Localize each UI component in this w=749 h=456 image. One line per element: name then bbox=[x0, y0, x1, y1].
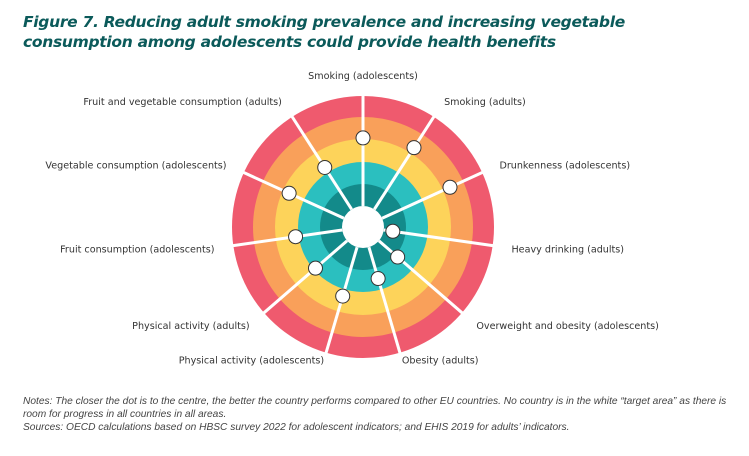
data-dot bbox=[288, 229, 304, 245]
axis-label: Smoking (adults) bbox=[444, 97, 526, 108]
axis-label: Fruit consumption (adolescents) bbox=[60, 244, 214, 255]
data-dot bbox=[355, 130, 371, 146]
axis-label: Vegetable consumption (adolescents) bbox=[45, 161, 226, 172]
sources-text: Sources: OECD calculations based on HBSC… bbox=[23, 422, 570, 433]
axis-label: Obesity (adults) bbox=[402, 355, 479, 366]
axis-label: Overweight and obesity (adolescents) bbox=[476, 321, 659, 332]
spoke-line bbox=[262, 239, 349, 315]
figure-title: Figure 7. Reducing adult smoking prevale… bbox=[23, 13, 625, 51]
spoke-line bbox=[383, 228, 494, 248]
data-dot bbox=[442, 179, 458, 195]
spoke-line bbox=[373, 115, 436, 211]
axis-label: Smoking (adolescents) bbox=[308, 71, 418, 82]
axis-label: Physical activity (adults) bbox=[132, 321, 249, 332]
notes-text: Notes: The closer the dot is to the cent… bbox=[23, 396, 727, 420]
data-dot bbox=[390, 249, 406, 265]
ring-0 bbox=[342, 206, 384, 248]
data-dot bbox=[317, 159, 333, 175]
axis-label: Physical activity (adolescents) bbox=[179, 355, 324, 366]
spoke-line bbox=[381, 170, 484, 220]
axis-label: Fruit and vegetable consumption (adults) bbox=[83, 97, 281, 108]
spoke-line bbox=[367, 246, 402, 355]
notes-block: Notes: The closer the dot is to the cent… bbox=[23, 395, 733, 434]
data-dot bbox=[307, 260, 323, 276]
data-dot bbox=[385, 223, 401, 239]
axis-label: Heavy drinking (adults) bbox=[511, 244, 624, 255]
data-dot bbox=[406, 140, 422, 156]
data-dot bbox=[335, 288, 351, 304]
spoke-line bbox=[232, 228, 343, 248]
axis-label: Drunkenness (adolescents) bbox=[499, 161, 630, 172]
data-dot bbox=[370, 271, 386, 287]
data-dot bbox=[281, 185, 297, 201]
